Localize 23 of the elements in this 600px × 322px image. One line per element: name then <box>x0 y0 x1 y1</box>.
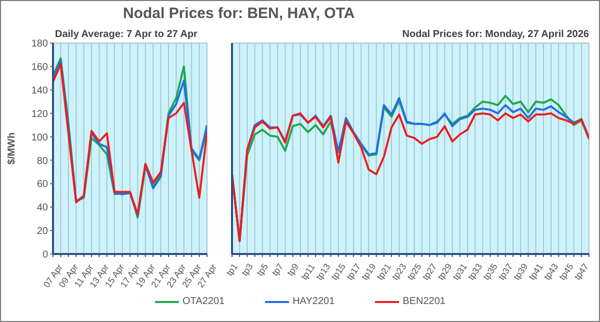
y-tick-label: 160 <box>31 62 48 73</box>
y-axis-title: $/MWh <box>6 132 18 165</box>
y-tick-label: 120 <box>31 108 48 120</box>
legend-label: OTA2201 <box>182 296 225 307</box>
y-tick-label: 40 <box>36 202 48 214</box>
y-tick-label: 100 <box>31 132 48 144</box>
y-tick-label: 180 <box>31 38 48 50</box>
text: Nodal Prices for: BEN, HAY, OTA <box>123 5 355 22</box>
y-tick-label: 80 <box>36 156 48 167</box>
y-tick-label: 60 <box>36 179 48 190</box>
chart-subtitle: Daily Average: 7 Apr to 27 Apr <box>55 29 198 40</box>
legend-label: HAY2201 <box>292 296 335 307</box>
y-tick-label: 20 <box>36 226 48 238</box>
chart-subtitle: Nodal Prices for: Monday, 27 April 2026 <box>401 29 589 40</box>
x-tick-label: tp9 <box>285 262 300 278</box>
y-tick-label: 0 <box>42 250 48 261</box>
legend-label: BEN2201 <box>402 296 446 307</box>
x-tick-label: tp3 <box>240 262 255 278</box>
x-tick-label: tp11 <box>299 262 317 282</box>
x-tick-label: tp5 <box>254 262 270 278</box>
y-tick-label: 140 <box>31 85 48 96</box>
x-tick-label: tp1 <box>224 262 240 278</box>
x-tick-label: tp7 <box>270 262 286 278</box>
